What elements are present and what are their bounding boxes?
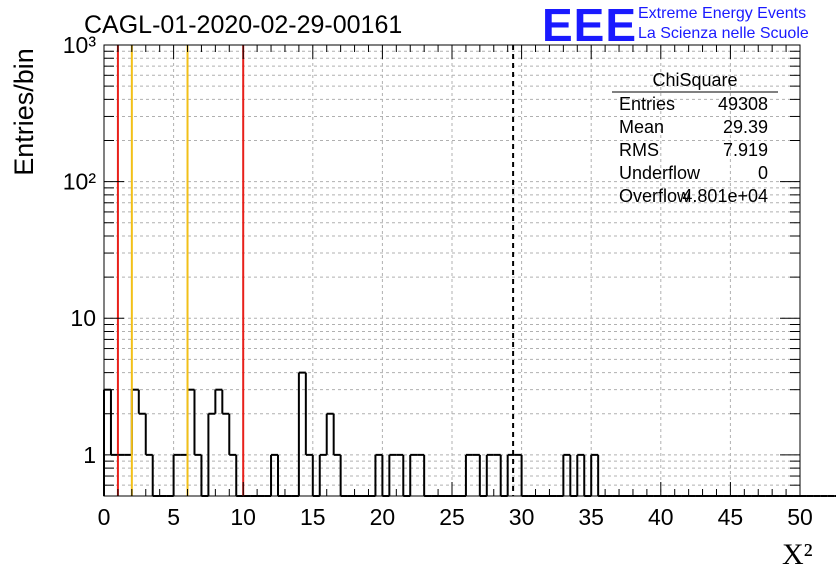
eee-logo-caption: Extreme Energy Events La Scienza nelle S… xyxy=(638,4,809,44)
stats-label: RMS xyxy=(619,140,659,160)
y-tick-label: 10³ xyxy=(63,32,97,58)
x-axis-label: X² xyxy=(782,538,813,571)
stats-label: Mean xyxy=(619,117,664,137)
stats-label: Entries xyxy=(619,94,675,114)
x-tick-label: 10 xyxy=(230,504,256,530)
reference-lines xyxy=(116,45,515,496)
axes: 0 5 10 15 20 25 30 35 40 45 50 1 10 10² 10³ xyxy=(63,32,813,530)
eee-logo: EEE xyxy=(542,0,638,51)
histogram-series xyxy=(103,371,836,497)
y-tick-label: 10 xyxy=(70,305,96,331)
stats-title: ChiSquare xyxy=(652,70,737,90)
y-tick-label: 10² xyxy=(63,169,97,195)
x-tick-label: 40 xyxy=(648,504,674,530)
stats-label: Underflow xyxy=(619,163,701,183)
y-axis-label: Entries/bin xyxy=(9,48,39,176)
x-tick-label: 45 xyxy=(718,504,744,530)
stats-value: 4.801e+04 xyxy=(682,186,768,206)
x-tick-label: 35 xyxy=(578,504,604,530)
x-tick-label: 30 xyxy=(509,504,535,530)
eee-logo-line2: La Scienza nelle Scuole xyxy=(638,25,809,42)
x-tick-label: 20 xyxy=(370,504,396,530)
stats-value: 49308 xyxy=(718,94,768,114)
x-tick-label: 15 xyxy=(300,504,326,530)
stats-value: 29.39 xyxy=(723,117,768,137)
x-tick-label: 0 xyxy=(98,504,111,530)
eee-logo-line1: Extreme Energy Events xyxy=(638,5,807,22)
stats-value: 0 xyxy=(758,163,768,183)
chart-title: CAGL-01-2020-02-29-00161 xyxy=(84,11,402,39)
x-tick-label: 50 xyxy=(787,504,813,530)
x-tick-label: 5 xyxy=(167,504,180,530)
stats-label: Overflow xyxy=(619,186,691,206)
x-tick-label: 25 xyxy=(439,504,465,530)
stats-box: ChiSquare Entries 49308 Mean 29.39 RMS 7.919 Un… xyxy=(612,70,778,206)
y-tick-label: 1 xyxy=(83,442,96,468)
stats-value: 7.919 xyxy=(723,140,768,160)
